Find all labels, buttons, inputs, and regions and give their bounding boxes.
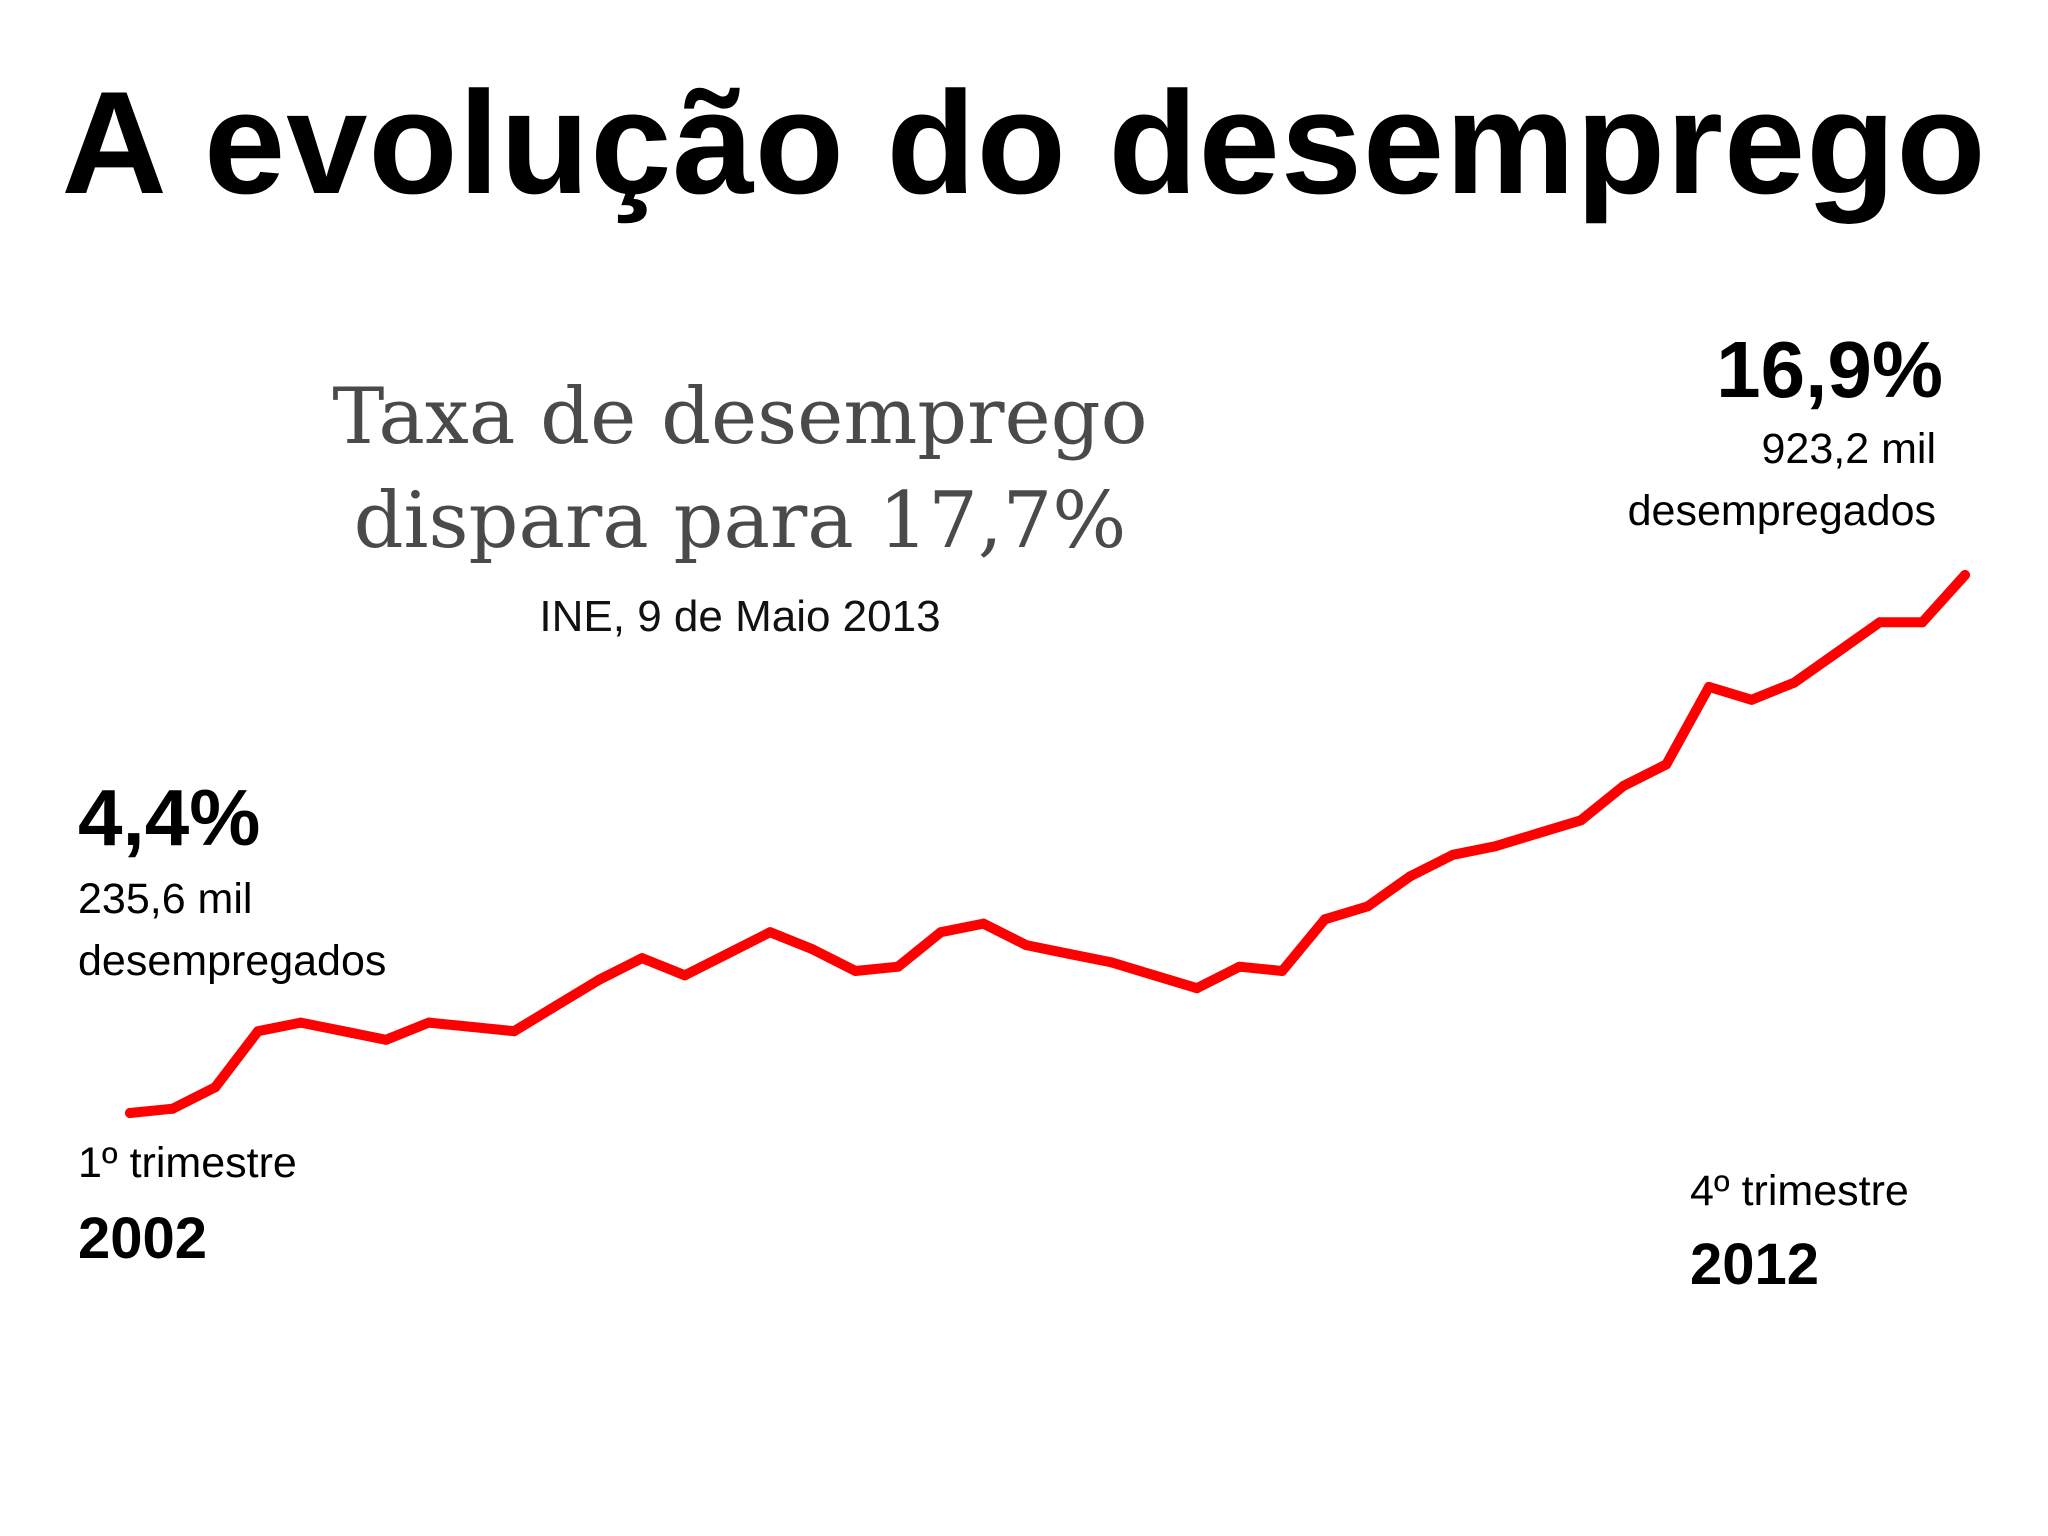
data-point-2009-T2	[1362, 901, 1373, 912]
start-detail-line-1: 235,6 mil	[78, 875, 253, 923]
data-point-2012-T4	[1960, 570, 1970, 580]
data-point-2004-T1	[466, 1021, 477, 1032]
data-point-2006-T3	[893, 961, 904, 972]
data-point-2009-T1	[1319, 914, 1330, 925]
data-point-2009-T3	[1405, 871, 1416, 882]
data-point-2003-T3	[381, 1034, 391, 1045]
end-rate: 16,9%	[1716, 325, 1943, 414]
data-point-2010-T1	[1490, 841, 1501, 852]
start-period: 1º trimestre	[78, 1139, 297, 1187]
start-year: 2002	[78, 1206, 208, 1271]
data-point-2007-T1	[978, 918, 989, 929]
data-point-2006-T2	[850, 966, 861, 976]
data-point-2005-T1	[637, 953, 648, 964]
data-point-2010-T2	[1533, 828, 1544, 839]
data-point-2008-T3	[1234, 961, 1245, 972]
page-title: A evolução do desemprego	[61, 61, 1987, 224]
data-point-2004-T3	[551, 1000, 562, 1011]
data-point-2011-T2	[1704, 681, 1714, 692]
data-point-2004-T4	[594, 974, 605, 985]
data-point-2007-T3	[1063, 948, 1074, 959]
start-unemployed-count: 235,6 mil desempregados	[78, 868, 386, 992]
data-point-2009-T4	[1447, 849, 1458, 860]
start-detail-line-2: desempregados	[78, 937, 387, 985]
data-point-2003-T2	[338, 1026, 349, 1037]
data-point-2012-T1	[1832, 647, 1842, 658]
data-point-2002-T3	[210, 1082, 221, 1093]
data-point-2003-T4	[423, 1017, 434, 1028]
chart-marks	[125, 570, 1970, 1118]
data-point-2010-T4	[1618, 780, 1629, 791]
end-detail-line-1: 923,2 mil	[1761, 425, 1936, 473]
headline-line-1: Taxa de desemprego	[332, 372, 1148, 462]
headline-source: INE, 9 de Maio 2013	[539, 592, 941, 641]
data-point-2011-T4	[1789, 677, 1800, 688]
data-point-2003-T1	[295, 1017, 306, 1028]
end-unemployed-count: 923,2 mil desempregados	[1628, 418, 1936, 542]
end-detail-line-2: desempregados	[1627, 487, 1936, 535]
data-point-2011-T1	[1661, 759, 1672, 770]
data-point-2008-T4	[1277, 966, 1288, 976]
data-point-2002-T1	[125, 1108, 135, 1118]
data-point-2012-T3	[1917, 617, 1928, 628]
end-period: 4º trimestre	[1690, 1167, 1909, 1215]
news-headline: Taxa de desemprego dispara para 17,7%	[300, 365, 1180, 573]
end-year: 2012	[1690, 1232, 1820, 1297]
data-point-2002-T2	[167, 1103, 178, 1114]
series-line-unemployment-rate	[125, 570, 1970, 1118]
data-point-2010-T3	[1575, 815, 1586, 826]
data-point-2007-T4	[1106, 957, 1117, 968]
data-point-2002-T4	[253, 1026, 263, 1037]
data-point-2011-T3	[1746, 694, 1757, 705]
data-point-2006-T4	[935, 927, 946, 938]
data-point-2012-T2	[1874, 617, 1885, 628]
data-point-2007-T2	[1021, 940, 1032, 951]
data-point-2008-T2	[1191, 983, 1202, 994]
data-point-2005-T2	[679, 970, 690, 981]
data-point-2005-T4	[765, 927, 776, 938]
start-rate: 4,4%	[78, 773, 261, 862]
headline-line-2: dispara para 17,7%	[353, 476, 1127, 566]
data-point-2004-T2	[509, 1026, 520, 1037]
data-point-2006-T1	[807, 944, 818, 955]
data-point-2005-T3	[722, 948, 733, 959]
data-point-2008-T1	[1149, 970, 1160, 981]
